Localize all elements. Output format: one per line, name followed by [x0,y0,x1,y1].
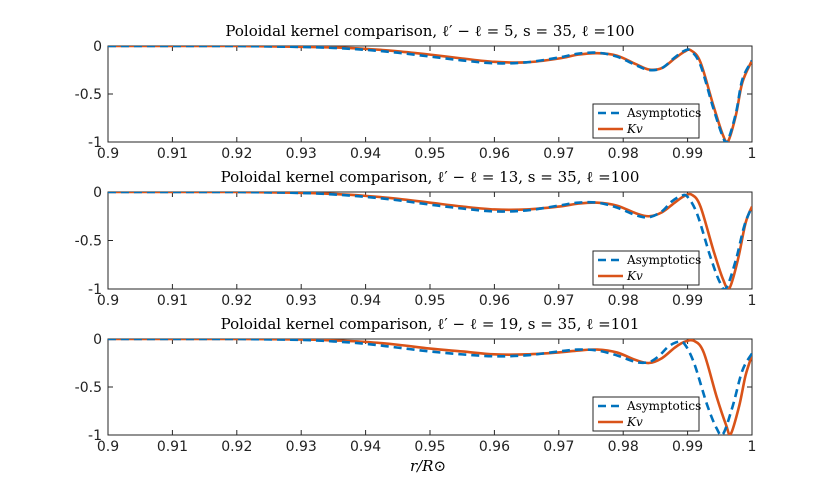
x-tick-label: 0.93 [286,293,317,309]
y-tick-label: 0 [93,332,102,348]
x-tick-label: 0.92 [221,293,252,309]
x-tick-label: 0.96 [479,293,510,309]
x-tick-label: 0.97 [543,439,574,455]
y-tick-label: -1 [88,135,102,151]
x-tick-label: 0.95 [414,439,445,455]
legend-box [592,250,700,286]
panel-3: Poloidal kernel comparison, ℓ′ − ℓ = 19,… [75,315,757,455]
y-tick-label: 0 [93,39,102,55]
x-tick-label: 0.9 [97,146,119,162]
y-tick-label: -1 [88,428,102,444]
x-tick-label: 0.9 [97,439,119,455]
legend-label-asymptotics: Asymptotics [626,106,701,120]
x-tick-label: 0.97 [543,293,574,309]
x-tick-label: 1 [748,146,757,162]
x-tick-label: 0.96 [479,439,510,455]
x-axis-label: r/R⊙ [410,457,446,475]
legend-label-kernel: Kv [626,269,643,283]
legend-box [592,103,700,139]
panel-title: Poloidal kernel comparison, ℓ′ − ℓ = 5, … [225,22,634,40]
panel-2: Poloidal kernel comparison, ℓ′ − ℓ = 13,… [75,168,757,309]
legend: Asymptotics Kv [592,250,701,286]
x-tick-label: 0.99 [672,146,703,162]
legend-label-asymptotics: Asymptotics [626,399,701,413]
x-tick-label: 0.91 [157,439,188,455]
x-tick-label: 0.94 [350,293,381,309]
x-tick-label: 0.93 [286,146,317,162]
y-tick-label: -0.5 [75,380,102,396]
panel-title: Poloidal kernel comparison, ℓ′ − ℓ = 19,… [221,315,640,333]
x-tick-label: 0.95 [414,293,445,309]
series-line-asymptotics [108,192,752,289]
x-tick-label: 0.9 [97,293,119,309]
x-tick-label: 0.99 [672,439,703,455]
x-tick-label: 0.93 [286,439,317,455]
legend: Asymptotics Kv [592,396,701,432]
x-tick-label: 0.92 [221,146,252,162]
legend-label-kernel: Kv [626,122,643,136]
series-line-kernel [108,339,752,435]
x-tick-label: 1 [748,439,757,455]
y-tick-label: -0.5 [75,87,102,103]
legend-label-kernel: Kv [626,415,643,429]
x-tick-label: 0.97 [543,146,574,162]
series-line-asymptotics [108,339,752,435]
y-tick-label: -1 [88,282,102,298]
x-tick-label: 0.91 [157,146,188,162]
y-tick-label: -0.5 [75,234,102,250]
panel-1: Poloidal kernel comparison, ℓ′ − ℓ = 5, … [75,22,757,162]
legend: Asymptotics Kv [592,103,701,139]
panel-title: Poloidal kernel comparison, ℓ′ − ℓ = 13,… [221,168,640,186]
legend-label-asymptotics: Asymptotics [626,253,701,267]
x-tick-label: 0.95 [414,146,445,162]
x-tick-label: 0.94 [350,439,381,455]
x-tick-label: 1 [748,293,757,309]
panels: Poloidal kernel comparison, ℓ′ − ℓ = 5, … [75,22,757,455]
x-tick-label: 0.92 [221,439,252,455]
x-tick-label: 0.98 [608,146,639,162]
x-tick-label: 0.96 [479,146,510,162]
x-tick-label: 0.99 [672,293,703,309]
x-tick-label: 0.98 [608,439,639,455]
x-tick-label: 0.94 [350,146,381,162]
x-tick-label: 0.98 [608,293,639,309]
x-tick-label: 0.91 [157,293,188,309]
legend-box [592,396,700,432]
y-tick-label: 0 [93,185,102,201]
series-line-asymptotics [108,46,752,142]
